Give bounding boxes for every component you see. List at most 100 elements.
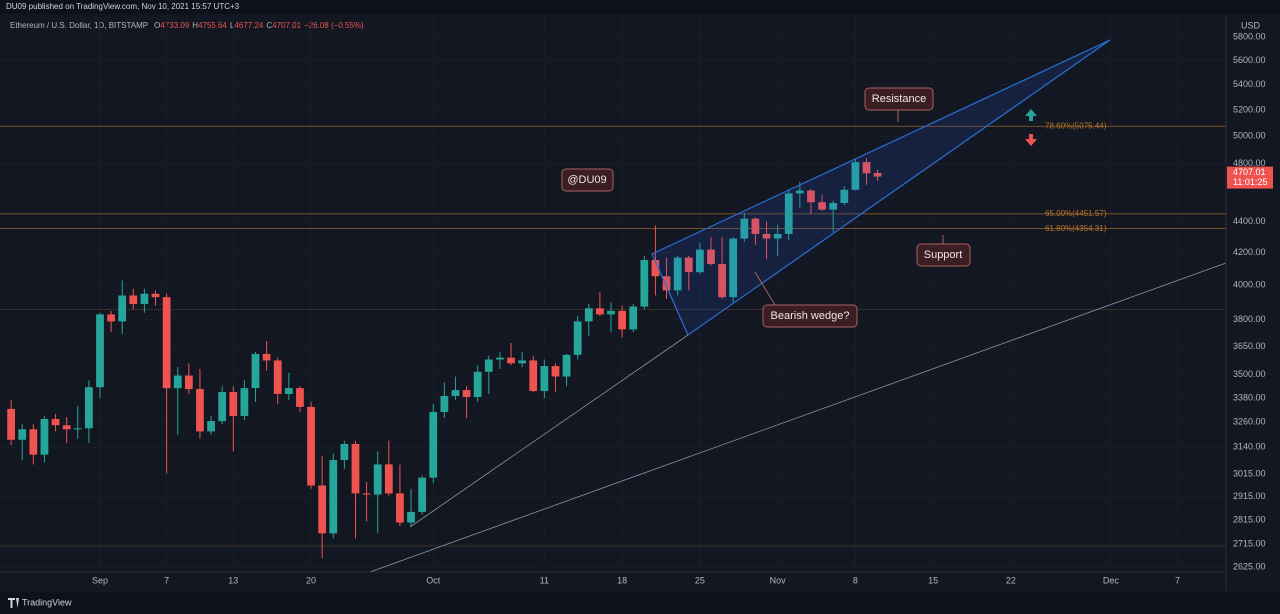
- candle-body: [684, 257, 693, 273]
- x-tick-label: Oct: [426, 575, 441, 585]
- y-tick-label: 3260.00: [1233, 416, 1266, 426]
- candle-body: [440, 395, 449, 412]
- footer: [0, 592, 1280, 614]
- candle-body: [162, 297, 171, 389]
- annotation: Bearish wedge?: [771, 310, 850, 322]
- candle-body: [296, 388, 304, 407]
- y-tick-label: 5800.00: [1233, 31, 1266, 41]
- candle-body: [496, 357, 504, 360]
- x-tick-label: 25: [695, 575, 705, 585]
- candle-body: [51, 419, 60, 426]
- candle-body: [418, 477, 427, 512]
- y-tick-label: 2715.00: [1233, 539, 1266, 549]
- annotation: @DU09: [567, 174, 606, 186]
- candle-body: [262, 353, 271, 361]
- y-tick-label: 5600.00: [1233, 55, 1266, 65]
- candle-body: [407, 511, 415, 523]
- y-tick-label: 5000.00: [1233, 131, 1266, 141]
- y-tick-label: 2625.00: [1233, 561, 1266, 571]
- callout: [864, 87, 934, 111]
- x-tick-label: 20: [306, 575, 316, 585]
- candle-body: [773, 233, 782, 239]
- symbol: Ethereum / U.S. Dollar, 1D, BITSTAMP: [10, 21, 148, 30]
- candle-body: [707, 249, 715, 264]
- candle-body: [140, 293, 149, 305]
- y-tick-label: 2815.00: [1233, 515, 1266, 525]
- candle-body: [818, 202, 826, 210]
- callout: [916, 243, 971, 267]
- letter: O: [154, 21, 160, 30]
- candle-body: [429, 411, 438, 478]
- y-tick-label: 2915.00: [1233, 491, 1266, 501]
- trend-line: [409, 334, 689, 528]
- currency: USD: [1241, 20, 1261, 30]
- candle-body: [529, 360, 538, 392]
- candle-body: [118, 295, 127, 322]
- candle-body: [673, 257, 682, 291]
- candle-body: [40, 419, 49, 455]
- price-label: 4707.01: [1233, 167, 1266, 177]
- candle-body: [662, 276, 671, 291]
- logo: [8, 598, 19, 608]
- candle-body: [840, 189, 849, 203]
- y-tick-label: 4000.00: [1233, 280, 1266, 290]
- candle-body: [829, 202, 838, 210]
- candle-body: [62, 425, 71, 430]
- candle-body: [484, 359, 493, 372]
- candle-body: [551, 366, 560, 377]
- candle-body: [807, 190, 815, 203]
- candle-body: [362, 493, 371, 495]
- low-value: 4677.24: [234, 21, 263, 30]
- fib-label: 61.80%(4354.31): [1045, 224, 1107, 233]
- x-tick-label: 8: [853, 575, 858, 585]
- candle-body: [851, 162, 860, 190]
- candle-body: [196, 389, 204, 432]
- candle-body: [318, 485, 327, 534]
- change: −26.08 (−0.55%): [304, 21, 364, 30]
- candle-body: [462, 390, 471, 397]
- trend-line: [369, 262, 1227, 573]
- y-tick-label: 4800.00: [1233, 158, 1266, 168]
- callout-tail: [754, 271, 776, 306]
- candle-body: [73, 428, 82, 430]
- annotation: Resistance: [872, 93, 926, 105]
- published: DU09 published on TradingView.com, Nov 1…: [6, 2, 240, 11]
- callout: [561, 168, 614, 192]
- candle-body: [651, 259, 660, 277]
- candle-body: [607, 310, 615, 315]
- candle-body: [873, 172, 882, 177]
- candle-body: [562, 354, 571, 377]
- candle-body: [518, 360, 527, 364]
- y-tick-label: 5400.00: [1233, 79, 1266, 89]
- candle-body: [84, 387, 93, 429]
- candle-body: [151, 293, 160, 298]
- candle-body: [751, 218, 760, 234]
- down-arrow: [1025, 134, 1037, 146]
- x-tick-label: 22: [1006, 575, 1016, 585]
- candle-body: [740, 218, 749, 239]
- high-value: 4755.64: [198, 21, 227, 30]
- candle-body: [218, 392, 227, 422]
- candle-body: [629, 306, 638, 330]
- letter: H: [192, 21, 198, 30]
- callout: [762, 304, 858, 328]
- y-tick-label: 3800.00: [1233, 314, 1266, 324]
- candle-body: [862, 162, 871, 174]
- candle-body: [18, 429, 27, 440]
- candle-body: [718, 263, 726, 298]
- wedge: [651, 39, 1111, 336]
- candle-body: [373, 464, 382, 495]
- candle-body: [451, 390, 460, 396]
- y-tick-label: 4400.00: [1233, 216, 1266, 226]
- candle-body: [184, 375, 193, 390]
- candle-body: [351, 443, 360, 494]
- candle-body: [384, 464, 393, 494]
- close-value: 4707.01: [272, 21, 301, 30]
- grid: [0, 14, 1226, 572]
- letter: C: [266, 21, 272, 30]
- y-tick-label: 3650.00: [1233, 341, 1266, 351]
- y-tick-label: 3140.00: [1233, 442, 1266, 452]
- candle-body: [284, 388, 293, 394]
- fib-levels: 78.60%(5075.44) 65.00%(4451.57) 61.80%(435…: [0, 121, 1226, 547]
